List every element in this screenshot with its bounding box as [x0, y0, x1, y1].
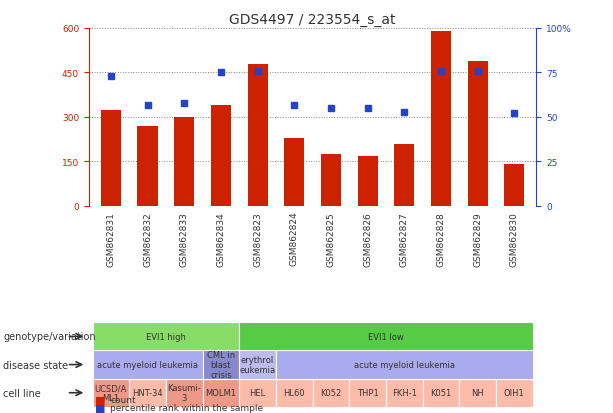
Text: Kasumi-
3: Kasumi- 3	[167, 383, 201, 402]
Text: EVI1 low: EVI1 low	[368, 332, 404, 341]
Title: GDS4497 / 223554_s_at: GDS4497 / 223554_s_at	[229, 12, 396, 26]
Text: HEL: HEL	[249, 388, 266, 397]
Text: HL60: HL60	[283, 388, 305, 397]
Text: K052: K052	[321, 388, 341, 397]
Bar	[101, 110, 121, 206]
Bar	[357, 156, 378, 206]
Text: disease state: disease state	[3, 360, 68, 370]
Bar	[321, 155, 341, 206]
Text: acute myeloid leukemia: acute myeloid leukemia	[354, 360, 455, 369]
Text: HNT-34: HNT-34	[132, 388, 163, 397]
Text: percentile rank within the sample: percentile rank within the sample	[110, 403, 264, 412]
Bar	[137, 126, 158, 206]
Text: MOLM1: MOLM1	[205, 388, 237, 397]
Text: UCSD/A
ML1: UCSD/A ML1	[94, 383, 127, 402]
Bar	[504, 165, 525, 206]
Bar	[248, 64, 268, 206]
Text: THP1: THP1	[357, 388, 378, 397]
Bar	[284, 138, 305, 206]
Text: FKH-1: FKH-1	[392, 388, 417, 397]
Bar	[211, 106, 231, 206]
Bar	[394, 144, 414, 206]
Text: CML in
blast
crisis: CML in blast crisis	[207, 350, 235, 380]
Text: OIH1: OIH1	[504, 388, 525, 397]
Text: count: count	[110, 395, 136, 404]
Text: NH: NH	[471, 388, 484, 397]
Bar	[468, 62, 488, 206]
Text: ■: ■	[95, 403, 105, 413]
Text: cell line: cell line	[3, 388, 41, 398]
Text: acute myeloid leukemia: acute myeloid leukemia	[97, 360, 198, 369]
Text: erythrol
eukemia: erythrol eukemia	[240, 355, 276, 374]
Bar	[174, 118, 194, 206]
Text: genotype/variation: genotype/variation	[3, 332, 96, 342]
Bar	[431, 32, 451, 206]
Text: EVI1 high: EVI1 high	[146, 332, 186, 341]
Text: ■: ■	[95, 394, 105, 404]
Text: K051: K051	[430, 388, 452, 397]
